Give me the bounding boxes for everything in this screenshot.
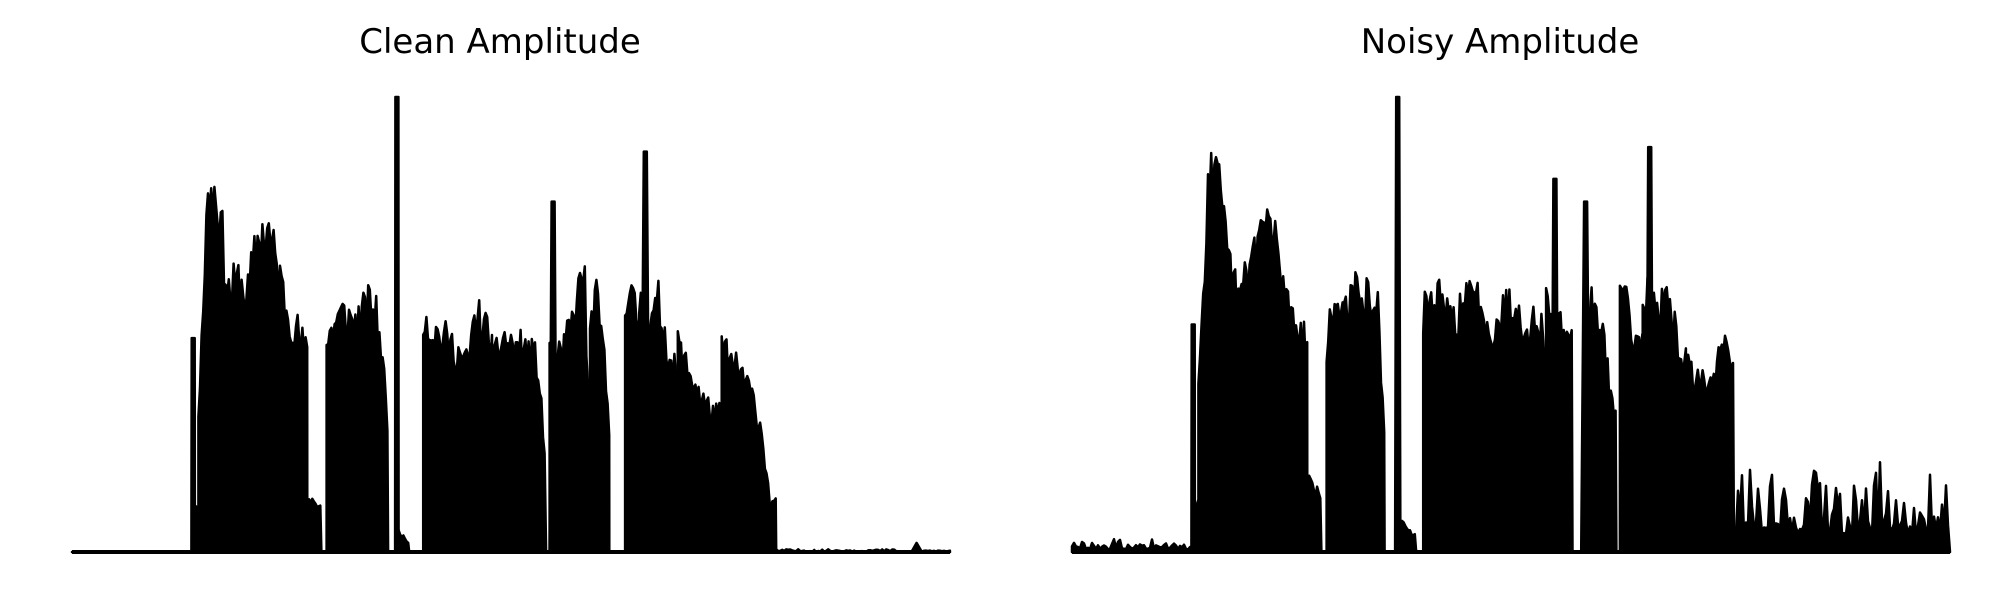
waveform-segment-noisy (1544, 286, 1574, 554)
waveform-segment-noisy (1421, 278, 1495, 554)
plot-area-clean (70, 95, 952, 554)
waveform-segment-clean (325, 283, 390, 554)
waveform-segment-clean (623, 284, 641, 554)
waveform-segment-noisy (1325, 271, 1386, 554)
plot-area-noisy (1070, 95, 1952, 554)
waveform-segment-clean (720, 335, 773, 554)
waveform-segment-clean (492, 328, 548, 554)
waveform-segment-clean (637, 279, 680, 554)
waveform-segment-noisy (1070, 537, 1193, 554)
waveform-segment-clean (197, 185, 309, 554)
waveform-segment-clean (421, 298, 495, 554)
waveform-segment-noisy (1579, 200, 1592, 554)
waveform-segment-clean (548, 265, 592, 554)
waveform-segment-noisy (1641, 276, 1688, 554)
chart-title-clean: Clean Amplitude (359, 22, 641, 62)
waveform-segment-noisy (1393, 95, 1402, 554)
chart-panel-noisy: Noisy Amplitude (1000, 0, 2000, 600)
waveform-segment-clean (676, 329, 723, 554)
waveform-segment-clean (393, 95, 400, 554)
waveform-segment-noisy (1588, 286, 1618, 554)
waveform-segment-noisy (1197, 151, 1309, 554)
chart-panel-clean: Clean Amplitude (70, 22, 952, 554)
waveform-segment-clean (588, 278, 611, 554)
waveform-segment-clean (920, 549, 952, 554)
waveform-segment-noisy (1685, 334, 1736, 554)
waveform-segment-clean (397, 528, 411, 554)
waveform-segment-noisy (1732, 460, 1952, 554)
waveform-segment-clean (910, 541, 924, 554)
waveform-segment-clean (307, 497, 323, 554)
waveform-segment-clean (774, 548, 899, 554)
waveform-segment-clean (769, 497, 778, 554)
waveform-segment-noisy (1492, 288, 1548, 554)
waveform-segment-noisy (1618, 284, 1644, 554)
waveform-segment-noisy (1307, 474, 1323, 554)
chart-title-noisy: Noisy Amplitude (1360, 22, 1640, 62)
waveform-segment-noisy (1399, 519, 1418, 554)
